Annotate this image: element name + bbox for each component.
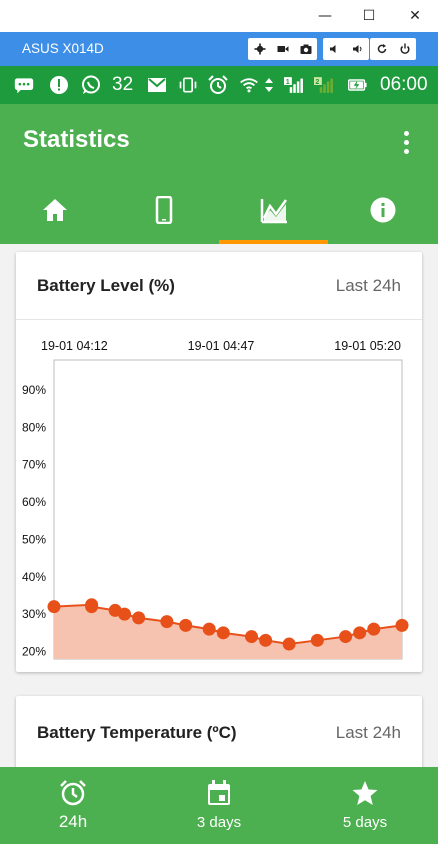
- data-point: [310, 633, 324, 647]
- nav-3-days[interactable]: 3 days: [146, 767, 292, 844]
- x-tick-label: 19-01 05:20: [334, 339, 401, 353]
- wifi-icon: [236, 74, 262, 96]
- y-tick-label: 20%: [22, 645, 46, 659]
- data-point: [202, 622, 216, 636]
- signal-sim1-icon: 1: [280, 74, 308, 96]
- battery-level-card: Battery Level (%) Last 24h 19-01 04:12 19…: [16, 252, 422, 672]
- nav-5-days[interactable]: 5 days: [292, 767, 438, 844]
- bottom-navigation: 24h 3 days 5 days: [0, 767, 438, 844]
- chat-bubble-icon: [10, 74, 38, 96]
- card-title: Battery Temperature (ºC): [37, 723, 237, 742]
- data-point: [367, 622, 381, 636]
- maximize-button[interactable]: ☐: [362, 8, 376, 24]
- overflow-menu-button[interactable]: [394, 126, 418, 158]
- volume-group: [323, 38, 369, 60]
- alarm-icon: [206, 74, 230, 96]
- overflow-dot-icon: [403, 130, 409, 136]
- tab-device[interactable]: [109, 186, 218, 244]
- y-tick-label: 40%: [22, 570, 46, 584]
- android-status-bar: 32 1 2 06:00: [0, 66, 438, 104]
- nav-label: 5 days: [342, 814, 388, 831]
- info-icon: [370, 197, 395, 223]
- phone-icon: [155, 196, 172, 224]
- x-tick-label: 19-01 04:47: [188, 339, 255, 353]
- statistics-content[interactable]: Battery Level (%) Last 24h 19-01 04:12 19…: [0, 244, 438, 767]
- nav-label: 3 days: [196, 814, 242, 831]
- star-icon: [352, 781, 378, 805]
- emulator-toolbar: ASUS X014D: [0, 32, 438, 66]
- mail-icon: [146, 74, 168, 96]
- emulator-tools-group: [248, 38, 317, 60]
- data-point: [85, 600, 99, 614]
- data-point: [395, 618, 409, 632]
- overflow-dot-icon: [403, 139, 409, 145]
- nav-label: 24h: [58, 812, 88, 831]
- data-point: [245, 630, 259, 644]
- data-point: [216, 626, 230, 640]
- data-point: [179, 618, 193, 632]
- card-range: Last 24h: [335, 723, 401, 742]
- close-button[interactable]: ✕: [409, 8, 421, 24]
- home-icon: [42, 199, 67, 221]
- signal-sim2-icon: 2: [310, 74, 338, 96]
- data-point: [339, 630, 353, 644]
- y-tick-label: 50%: [22, 532, 46, 546]
- device-name: ASUS X014D: [22, 41, 104, 56]
- volume-up-icon[interactable]: [346, 38, 369, 60]
- card-title: Battery Level (%): [37, 276, 175, 295]
- vibrate-icon: [176, 74, 200, 96]
- card-divider: [16, 319, 422, 320]
- overflow-dot-icon: [403, 148, 409, 154]
- svg-text:2: 2: [315, 78, 319, 86]
- data-point: [132, 611, 146, 625]
- y-tick-label: 30%: [22, 607, 46, 621]
- tab-info[interactable]: [328, 186, 437, 244]
- volume-down-icon[interactable]: [323, 38, 346, 60]
- tab-home[interactable]: [0, 186, 109, 244]
- y-tick-label: 80%: [22, 420, 46, 434]
- y-tick-label: 60%: [22, 495, 46, 509]
- calendar-icon: [208, 780, 230, 805]
- y-tick-label: 70%: [22, 458, 46, 472]
- notification-count: 32: [112, 74, 134, 95]
- power-icon[interactable]: [393, 38, 416, 60]
- data-transfer-icon: [262, 74, 276, 96]
- battery-level-chart[interactable]: 19-01 04:12 19-01 04:47 19-01 05:20 20% 30% 4…: [16, 252, 422, 672]
- alert-icon: [48, 74, 70, 96]
- power-group: [370, 38, 416, 60]
- screenshot-camera-icon[interactable]: [294, 38, 317, 60]
- window-title-bar: — ☐ ✕: [0, 0, 438, 32]
- data-point: [118, 607, 132, 621]
- whatsapp-icon: [80, 74, 102, 96]
- minimize-button[interactable]: —: [318, 8, 332, 24]
- battery-temperature-card: Battery Temperature (ºC) Last 24h: [16, 696, 422, 767]
- nav-24h[interactable]: 24h: [0, 767, 146, 844]
- battery-charging-icon: [344, 74, 372, 96]
- x-tick-label: 19-01 04:12: [41, 339, 108, 353]
- tab-statistics[interactable]: [219, 186, 328, 244]
- data-point: [259, 633, 273, 647]
- rotate-icon[interactable]: [370, 38, 393, 60]
- clock: 06:00: [380, 74, 428, 95]
- page-title: Statistics: [23, 126, 130, 153]
- app-toolbar: Statistics: [0, 104, 438, 244]
- active-tab-indicator: [219, 240, 328, 244]
- settings-gear-icon[interactable]: [248, 38, 271, 60]
- data-point: [160, 615, 174, 629]
- data-point: [353, 626, 367, 640]
- data-point: [282, 637, 296, 651]
- data-point: [47, 600, 61, 614]
- alarm-clock-icon: [60, 780, 86, 806]
- svg-text:1: 1: [286, 78, 290, 86]
- y-tick-label: 90%: [22, 383, 46, 397]
- card-range: Last 24h: [335, 276, 401, 295]
- chart-icon: [260, 199, 287, 224]
- video-camera-icon[interactable]: [271, 38, 294, 60]
